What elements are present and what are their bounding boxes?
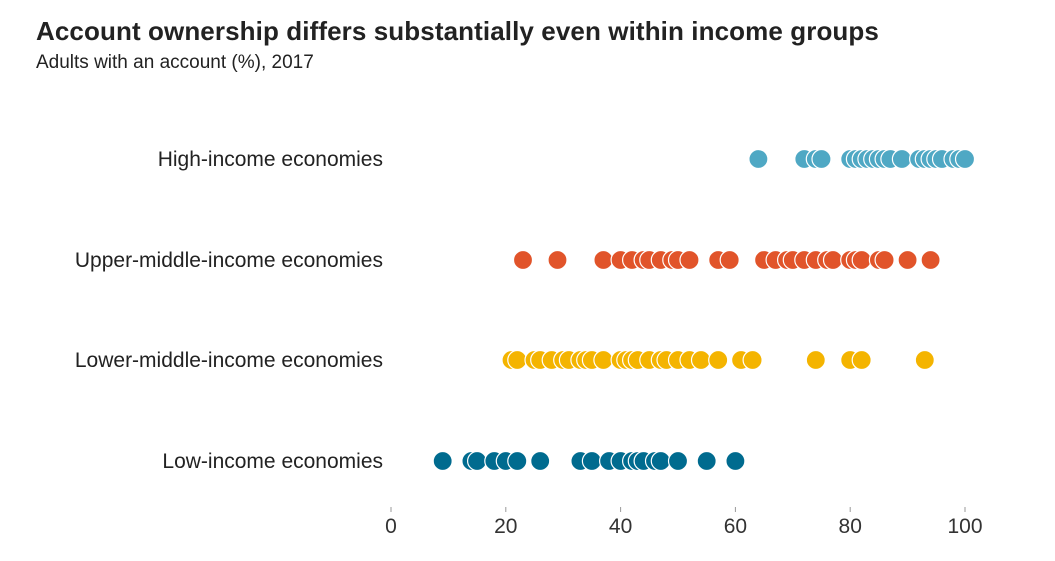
data-point [593, 249, 614, 271]
data-point [507, 349, 528, 371]
category-label: Upper-middle-income economies [75, 249, 383, 272]
data-point [851, 349, 872, 371]
data-point [679, 249, 700, 271]
chart-title: Account ownership differs substantially … [36, 16, 879, 46]
data-point [690, 349, 712, 371]
data-point [507, 450, 528, 472]
data-point [696, 450, 717, 472]
data-point [920, 249, 941, 271]
data-point [667, 450, 689, 472]
x-tick-label: 20 [494, 515, 517, 538]
data-point [954, 148, 976, 170]
data-point [719, 249, 740, 271]
data-point [742, 349, 763, 371]
data-point [467, 450, 488, 472]
x-tick-label: 0 [385, 515, 397, 538]
data-point [512, 249, 534, 271]
data-point [650, 450, 671, 472]
data-point [530, 450, 551, 472]
data-point [547, 249, 568, 271]
x-tick-label: 100 [947, 515, 982, 538]
chart-subtitle: Adults with an account (%), 2017 [36, 52, 314, 73]
data-point [581, 450, 603, 472]
data-point [748, 148, 769, 170]
data-points [432, 148, 976, 472]
category-label: Low-income economies [162, 450, 383, 473]
data-point [851, 249, 872, 271]
x-tick-label: 40 [609, 515, 632, 538]
x-tick-label: 80 [839, 515, 862, 538]
category-label: Lower-middle-income economies [75, 349, 383, 372]
data-point [811, 148, 832, 170]
data-point [822, 249, 844, 271]
x-tick-label: 60 [724, 515, 747, 538]
data-point [725, 450, 746, 472]
x-axis: 0 20 40 60 80 100 [385, 507, 983, 538]
data-point [897, 249, 918, 271]
data-point [708, 349, 729, 371]
data-point [805, 349, 826, 371]
data-point [891, 148, 913, 170]
category-label: High-income economies [158, 148, 383, 171]
data-point [914, 349, 935, 371]
category-labels: High-income economies Upper-middle-income… [75, 148, 383, 473]
data-point [874, 249, 895, 271]
data-point [593, 349, 614, 371]
data-point [432, 450, 453, 472]
